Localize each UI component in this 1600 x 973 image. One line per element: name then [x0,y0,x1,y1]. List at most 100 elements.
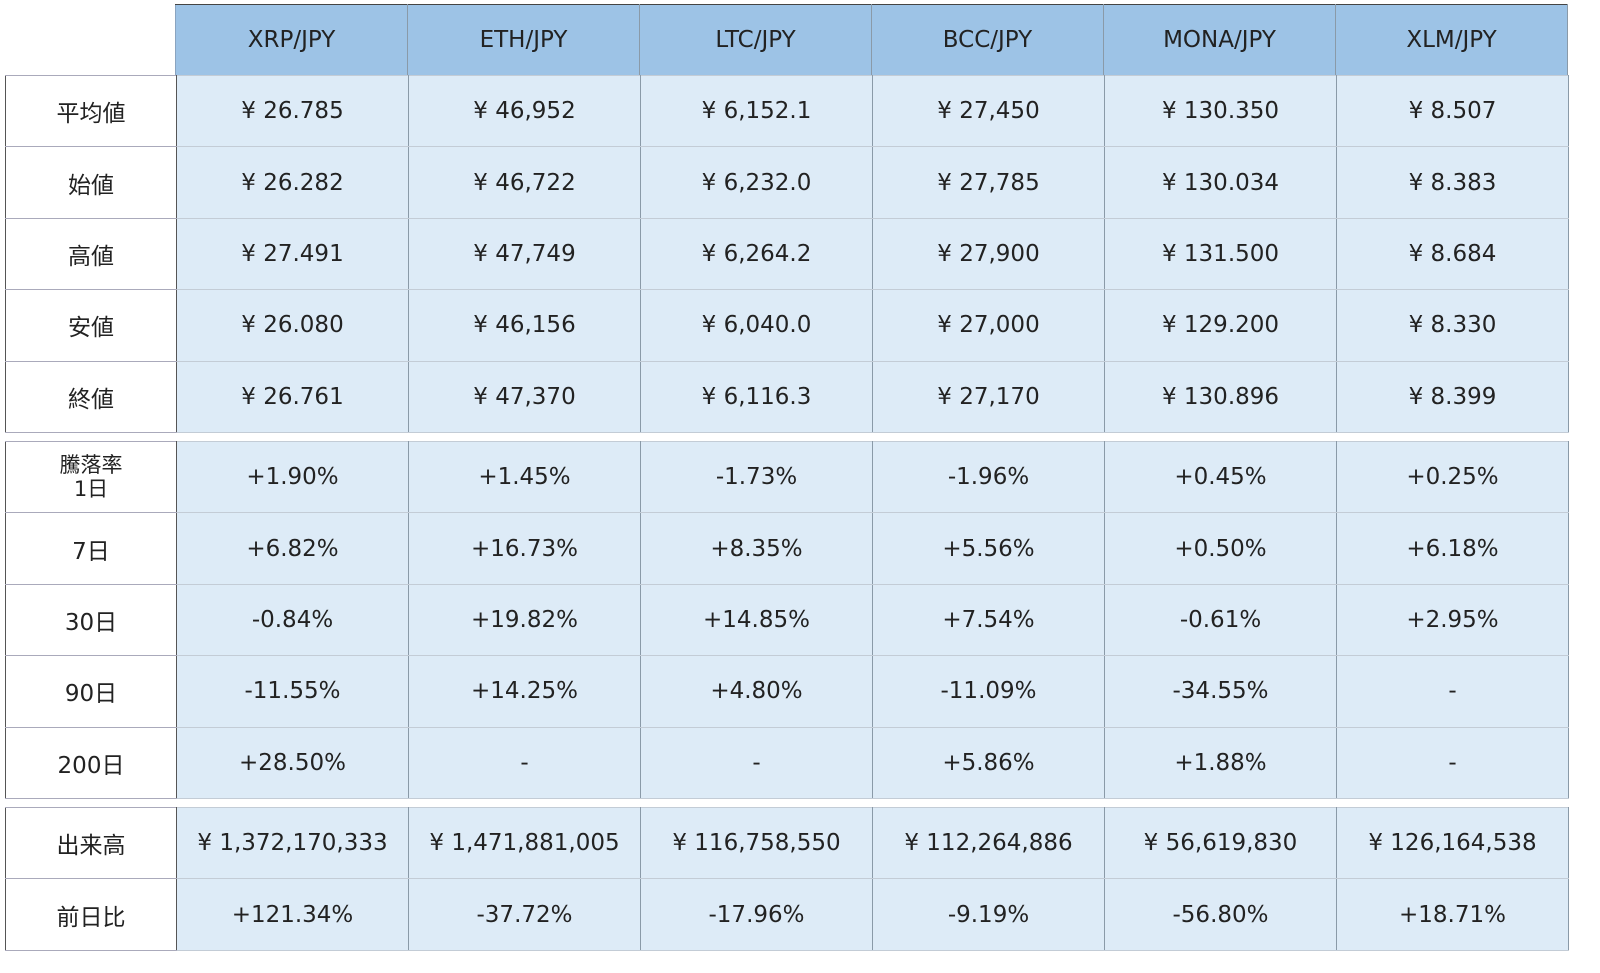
value-cell: +16.73% [408,512,641,585]
value-cell: +1.45% [408,440,641,514]
table-row: 高値 ¥ 27.491 ¥ 47,749 ¥ 6,264.2 ¥ 27,900 ¥ 131… [5,217,1569,291]
volume-table: 出来高 ¥ 1,372,170,333 ¥ 1,471,881,005 ¥ 116,7… [5,806,1569,951]
value-cell: ¥ 130.896 [1104,360,1337,433]
row-label: 平均値 [5,74,177,148]
row-label: 高値 [5,217,177,291]
value-cell: +1.90% [176,440,409,514]
table-row: 7日 +6.82% +16.73% +8.35% +5.56% +0.50% +6.18% [5,512,1569,585]
value-cell: ¥ 130.034 [1104,146,1337,219]
row-label: 7日 [5,512,177,585]
value-cell: ¥ 1,372,170,333 [176,806,409,880]
value-cell: ¥ 112,264,886 [872,806,1105,880]
value-cell: ¥ 6,264.2 [640,217,873,291]
value-cell: -1.73% [640,440,873,514]
column-header: MONA/JPY [1103,3,1336,77]
value-cell: +5.86% [872,726,1105,799]
value-cell: ¥ 26.785 [176,74,409,148]
row-label: 騰落率 1日 [5,440,177,514]
value-cell: ¥ 8.383 [1336,146,1569,219]
table-row: 平均値 ¥ 26.785 ¥ 46,952 ¥ 6,152.1 ¥ 27,450 ¥ 13… [5,74,1569,148]
row-label: 始値 [5,146,177,219]
value-cell: -9.19% [872,878,1105,951]
value-cell: +0.25% [1336,440,1569,514]
value-cell: +6.82% [176,512,409,585]
value-cell: ¥ 26.761 [176,360,409,433]
row-label: 終値 [5,360,177,433]
table-row: 200日 +28.50% - - +5.86% +1.88% - [5,726,1569,799]
value-cell: +6.18% [1336,512,1569,585]
value-cell: +14.25% [408,655,641,728]
value-cell: - [1336,726,1569,799]
table-row: 90日 -11.55% +14.25% +4.80% -11.09% -34.55% - [5,655,1569,728]
value-cell: +7.54% [872,583,1105,657]
value-cell: -17.96% [640,878,873,951]
value-cell: ¥ 1,471,881,005 [408,806,641,880]
value-cell: +5.56% [872,512,1105,585]
value-cell: ¥ 26.080 [176,289,409,362]
value-cell: +18.71% [1336,878,1569,951]
value-cell: ¥ 8.330 [1336,289,1569,362]
value-cell: +0.45% [1104,440,1337,514]
value-cell: ¥ 8.684 [1336,217,1569,291]
change-rate-table: 騰落率 1日 +1.90% +1.45% -1.73% -1.96% +0.45% +0.2… [5,440,1569,799]
value-cell: ¥ 26.282 [176,146,409,219]
column-header: XRP/JPY [175,3,408,77]
value-cell: -37.72% [408,878,641,951]
value-cell: -11.55% [176,655,409,728]
value-cell: - [1336,655,1569,728]
value-cell: +121.34% [176,878,409,951]
table-row: 前日比 +121.34% -37.72% -17.96% -9.19% -56.80% +1… [5,878,1569,951]
value-cell: ¥ 129.200 [1104,289,1337,362]
value-cell: ¥ 131.500 [1104,217,1337,291]
value-cell: - [640,726,873,799]
row-label: 前日比 [5,878,177,951]
row-label: 出来高 [5,806,177,880]
column-header: XLM/JPY [1335,3,1568,77]
value-cell: - [408,726,641,799]
value-cell: ¥ 116,758,550 [640,806,873,880]
row-label: 30日 [5,583,177,657]
column-header: BCC/JPY [871,3,1104,77]
row-label: 90日 [5,655,177,728]
table-row: 終値 ¥ 26.761 ¥ 47,370 ¥ 6,116.3 ¥ 27,170 ¥ 130… [5,360,1569,433]
table-row: 安値 ¥ 26.080 ¥ 46,156 ¥ 6,040.0 ¥ 27,000 ¥ 129… [5,289,1569,362]
value-cell: ¥ 6,152.1 [640,74,873,148]
value-cell: ¥ 46,156 [408,289,641,362]
value-cell: -0.61% [1104,583,1337,657]
value-cell: +1.88% [1104,726,1337,799]
value-cell: +2.95% [1336,583,1569,657]
column-header: LTC/JPY [639,3,872,77]
value-cell: -1.96% [872,440,1105,514]
value-cell: ¥ 8.507 [1336,74,1569,148]
value-cell: ¥ 27,450 [872,74,1105,148]
value-cell: +8.35% [640,512,873,585]
table-row: 始値 ¥ 26.282 ¥ 46,722 ¥ 6,232.0 ¥ 27,785 ¥ 130… [5,146,1569,219]
value-cell: ¥ 47,749 [408,217,641,291]
price-table: 平均値 ¥ 26.785 ¥ 46,952 ¥ 6,152.1 ¥ 27,450 ¥ 13… [5,74,1569,433]
value-cell: ¥ 56,619,830 [1104,806,1337,880]
value-cell: ¥ 27,000 [872,289,1105,362]
value-cell: ¥ 27,785 [872,146,1105,219]
value-cell: +14.85% [640,583,873,657]
value-cell: ¥ 47,370 [408,360,641,433]
table-row: 騰落率 1日 +1.90% +1.45% -1.73% -1.96% +0.45% +0.2… [5,440,1569,514]
value-cell: +0.50% [1104,512,1337,585]
value-cell: ¥ 27.491 [176,217,409,291]
table-row: 出来高 ¥ 1,372,170,333 ¥ 1,471,881,005 ¥ 116,7… [5,806,1569,880]
value-cell: ¥ 46,952 [408,74,641,148]
value-cell: +19.82% [408,583,641,657]
table-row: 30日 -0.84% +19.82% +14.85% +7.54% -0.61% +2.95… [5,583,1569,657]
value-cell: ¥ 27,170 [872,360,1105,433]
value-cell: ¥ 126,164,538 [1336,806,1569,880]
value-cell: ¥ 130.350 [1104,74,1337,148]
value-cell: -34.55% [1104,655,1337,728]
header-row: XRP/JPY ETH/JPY LTC/JPY BCC/JPY MONA/JPY XLM/… [5,3,1568,77]
value-cell: ¥ 46,722 [408,146,641,219]
value-cell: ¥ 6,040.0 [640,289,873,362]
value-cell: ¥ 27,900 [872,217,1105,291]
value-cell: ¥ 6,116.3 [640,360,873,433]
value-cell: -56.80% [1104,878,1337,951]
value-cell: ¥ 6,232.0 [640,146,873,219]
value-cell: ¥ 8.399 [1336,360,1569,433]
value-cell: -0.84% [176,583,409,657]
